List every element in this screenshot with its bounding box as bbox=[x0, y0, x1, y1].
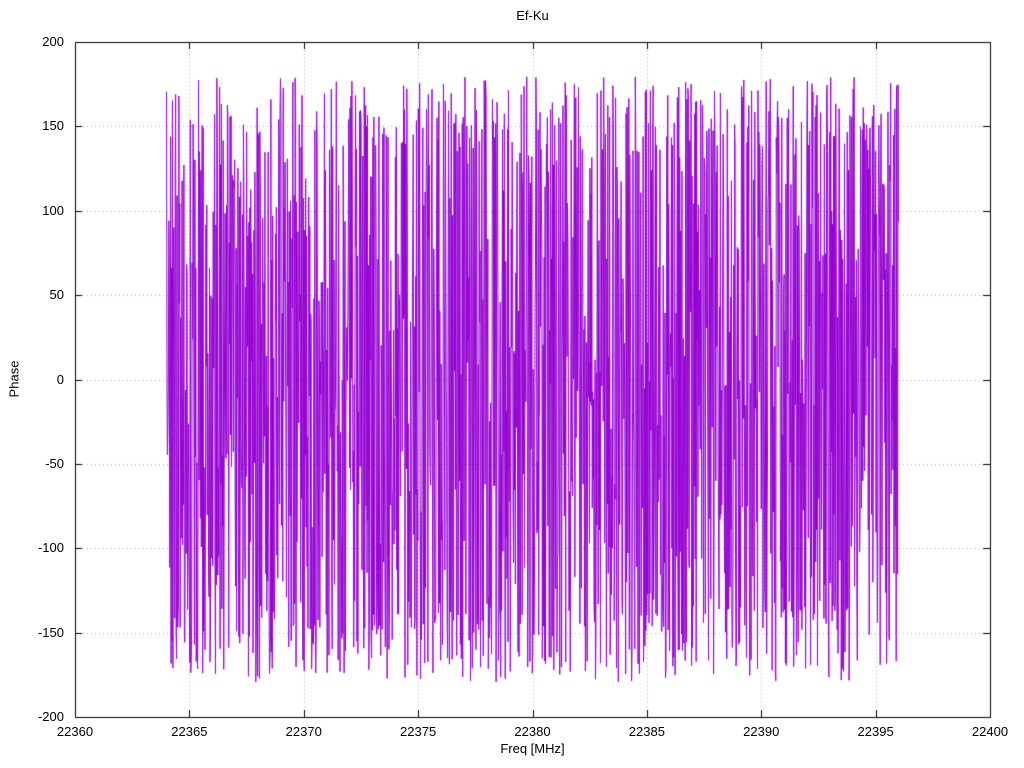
chart-title: Ef-Ku bbox=[516, 8, 549, 23]
y-tick-label: 0 bbox=[56, 371, 64, 387]
y-tick-label: 100 bbox=[42, 202, 64, 218]
x-tick-label: 22370 bbox=[285, 724, 322, 739]
y-tick-label: -150 bbox=[37, 624, 64, 640]
x-tick-label: 22360 bbox=[56, 724, 94, 739]
x-tick-label: 22390 bbox=[743, 724, 780, 739]
y-tick-label: -50 bbox=[45, 455, 64, 471]
x-tick-label: 22380 bbox=[514, 724, 551, 739]
x-axis-label: Freq [MHz] bbox=[500, 741, 565, 756]
x-tick-label: 22400 bbox=[971, 724, 1009, 739]
y-tick-label: 50 bbox=[49, 287, 64, 303]
y-tick-label: 200 bbox=[42, 34, 64, 49]
y-tick-label: 150 bbox=[42, 118, 64, 134]
x-tick-label: 22375 bbox=[400, 724, 437, 739]
y-tick-label: -200 bbox=[37, 709, 64, 724]
x-tick-label: 22365 bbox=[171, 724, 208, 739]
x-tick-label: 22395 bbox=[857, 724, 894, 739]
y-tick-label: -100 bbox=[37, 540, 64, 556]
x-tick-label: 22385 bbox=[628, 724, 665, 739]
